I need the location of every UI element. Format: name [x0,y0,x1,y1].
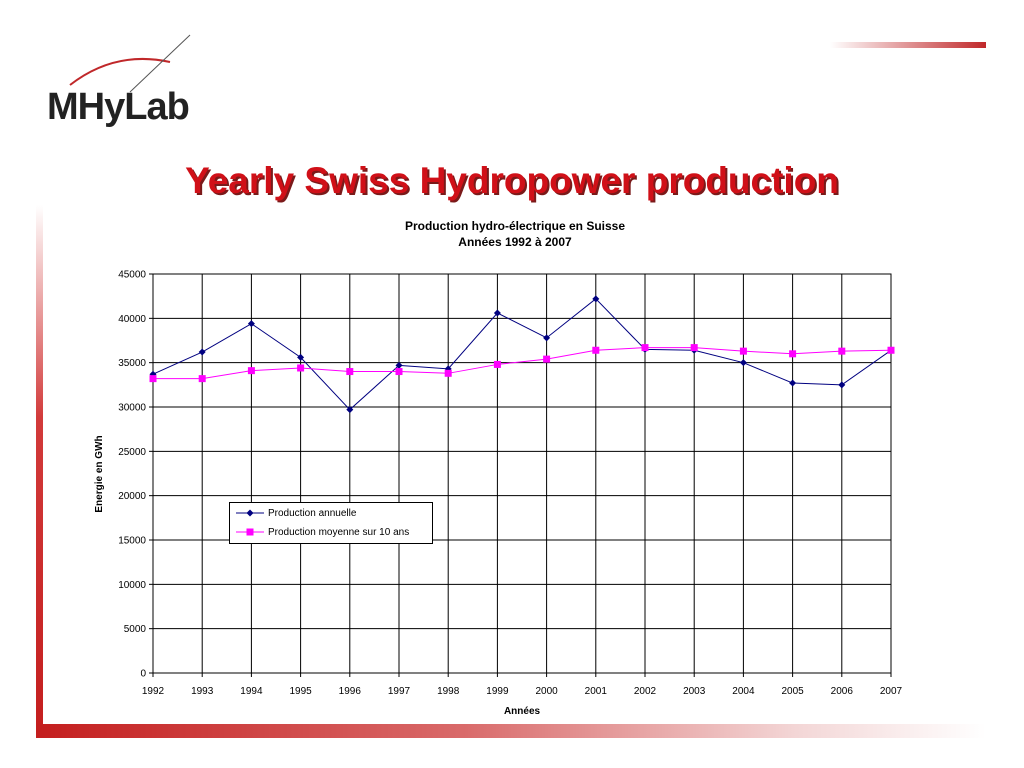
data-point-square [444,369,452,377]
legend-diamond-marker-icon [236,509,264,517]
data-point-square [641,344,649,352]
y-tick-label: 15000 [118,536,146,547]
x-tick-label: 2002 [634,686,657,697]
data-point-square [247,367,255,375]
legend-square-marker-icon [236,528,264,536]
series-line [152,298,892,411]
x-tick-label: 1995 [289,686,312,697]
x-tick-label: 1993 [191,686,214,697]
y-tick-label: 25000 [118,447,146,458]
logo-arc-icon [69,34,191,93]
data-point-square [149,375,157,383]
x-axis-label: Années [504,706,541,717]
logo-text: MHyLab [47,86,190,128]
data-point-diamond [739,359,747,367]
data-point-square [198,375,206,383]
chart-legend: Production annuelle Production moyenne s… [229,502,433,544]
x-tick-label: 2006 [831,686,854,697]
data-point-diamond [297,353,305,361]
series-1 [149,295,895,414]
data-point-diamond [789,379,797,387]
left-accent-bar [36,205,43,738]
y-tick-label: 20000 [118,491,146,502]
data-point-diamond [543,334,551,342]
data-point-square [395,368,403,376]
data-point-square [739,347,747,355]
legend-item-annual: Production annuelle [236,506,356,520]
top-accent-bar [830,42,986,48]
y-tick-label: 40000 [118,314,146,325]
data-point-square [493,360,501,368]
x-tick-label: 2005 [781,686,804,697]
data-point-square [592,346,600,354]
x-tick-label: 1992 [142,686,165,697]
slide-title: Yearly Swiss Hydropower production [185,160,839,201]
y-tick-label: 0 [140,669,146,680]
data-point-square [887,346,895,354]
axis-ticks: 0 5000 10000 15000 20000 25000 30000 35000 40000… [118,270,902,698]
x-tick-label: 1997 [388,686,411,697]
x-tick-label: 1999 [486,686,509,697]
data-point-diamond [395,361,403,369]
data-point-square [838,347,846,355]
y-axis-label: Energie en GWh [94,435,105,512]
series-line [153,347,892,380]
data-point-diamond [247,320,255,328]
chart-series [149,295,895,414]
y-tick-label: 30000 [118,403,146,414]
data-point-diamond [346,406,354,414]
y-tick-label: 10000 [118,580,146,591]
legend-label: Production moyenne sur 10 ans [268,526,410,538]
data-point-square [543,355,551,363]
chart-grid [152,273,892,674]
x-tick-label: 1994 [240,686,263,697]
y-tick-label: 35000 [118,358,146,369]
data-point-square [789,350,797,358]
x-tick-label: 2000 [535,686,558,697]
legend-label: Production annuelle [268,507,357,519]
x-tick-label: 2004 [732,686,755,697]
data-point-square [346,368,354,376]
data-point-square [690,344,698,352]
y-tick-label: 45000 [118,270,146,281]
data-point-diamond [493,309,501,317]
chart-subtitle: Années 1992 à 2007 [458,235,572,249]
x-tick-label: 2007 [880,686,903,697]
bottom-accent-bar [36,724,986,738]
x-tick-label: 1996 [339,686,362,697]
x-tick-label: 2003 [683,686,706,697]
series-2 [149,344,895,383]
data-point-diamond [838,381,846,389]
x-tick-label: 2001 [585,686,608,697]
chart-title: Production hydro-électrique en Suisse [405,219,625,233]
data-point-diamond [198,348,206,356]
data-point-square [297,364,305,372]
data-point-diamond [592,295,600,303]
x-tick-label: 1998 [437,686,460,697]
legend-item-average: Production moyenne sur 10 ans [236,525,409,539]
y-tick-label: 5000 [124,624,147,635]
plot-frame [152,273,892,674]
